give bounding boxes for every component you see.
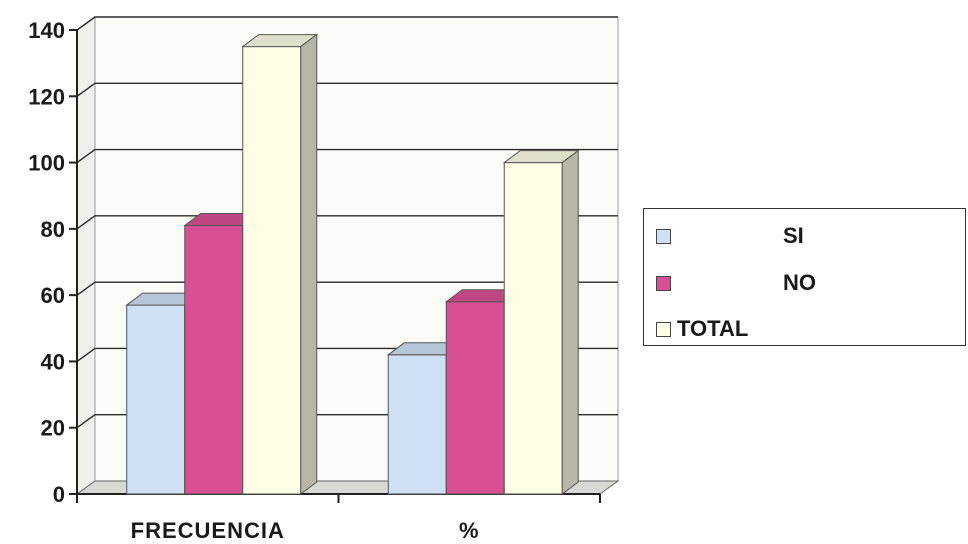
legend-label-total: TOTAL: [677, 316, 749, 341]
y-tick-label: 0: [53, 482, 65, 507]
y-tick-label: 140: [28, 18, 65, 43]
legend-swatch-no: [656, 275, 671, 291]
legend-item-si: SI: [656, 221, 804, 251]
y-tick-label: 20: [41, 416, 65, 441]
legend-item-total: TOTAL: [656, 314, 748, 344]
bars: [125, 33, 580, 495]
legend-swatch-si: [656, 228, 671, 244]
legend-label-no: NO: [783, 270, 816, 295]
y-tick-label: 100: [28, 151, 65, 176]
bar-front: [184, 225, 244, 495]
legend: SI NO TOTAL: [643, 208, 966, 346]
gridline: [76, 215, 618, 230]
legend-swatch-total: [656, 321, 671, 337]
y-tick-label: 60: [41, 283, 65, 308]
y-tick-labels: 0 20 40 60 80 100 120 140: [28, 18, 65, 507]
gridline: [76, 82, 618, 97]
gridline: [76, 16, 618, 31]
bar-total-1: [502, 149, 580, 495]
bar-front: [387, 354, 447, 495]
category-labels: FRECUENCIA%: [131, 518, 480, 543]
category-label: %: [459, 518, 480, 543]
gridline: [76, 281, 618, 296]
y-tick-label: 40: [41, 349, 65, 374]
bar-side: [300, 33, 318, 495]
legend-label-si: SI: [783, 223, 804, 248]
bar-front: [503, 162, 563, 495]
y-tick-label: 80: [41, 217, 65, 242]
bar-side: [561, 149, 579, 495]
y-tick-label: 120: [28, 84, 65, 109]
bar-front: [242, 46, 302, 495]
gridline: [76, 148, 618, 164]
bar-total-0: [241, 33, 319, 495]
legend-item-no: NO: [656, 268, 816, 298]
bar-front: [126, 304, 186, 495]
bar-front: [445, 301, 505, 495]
side-wall: [76, 16, 96, 495]
category-label: FRECUENCIA: [131, 518, 285, 543]
